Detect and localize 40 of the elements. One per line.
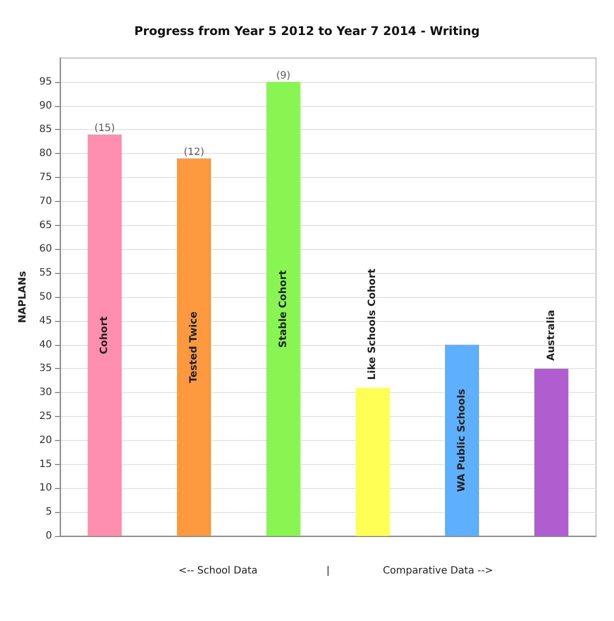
y-tick-label: 10 <box>39 482 52 494</box>
x-tick-label: WA Public Schools <box>456 388 468 492</box>
text: | <box>326 566 330 576</box>
bar <box>534 368 568 536</box>
y-tick-label: 0 <box>46 530 52 542</box>
text: Comparative Data --> <box>382 566 494 576</box>
y-tick-label: 45 <box>39 315 52 326</box>
y-axis-title: NAPLANs <box>18 271 28 323</box>
y-tick-label: 60 <box>39 244 52 255</box>
text: <-- School Data <box>178 566 258 576</box>
annotation: (15) <box>94 122 116 134</box>
x-tick-label: Australia <box>546 310 557 361</box>
y-tick-label: 20 <box>39 434 52 446</box>
y-tick-label: 55 <box>39 268 52 279</box>
y-tick-label: 50 <box>39 292 52 302</box>
chart-title: Progress from Year 5 2012 to Year 7 2014 - Writing <box>134 24 480 38</box>
y-tick-label: 95 <box>39 76 52 88</box>
y-tick-label: 25 <box>39 411 52 422</box>
y-tick-label: 15 <box>39 458 52 470</box>
bar <box>88 134 122 536</box>
y-tick-label: 35 <box>39 363 52 374</box>
y-tick-label: 75 <box>39 172 52 183</box>
y-tick-label: 70 <box>39 196 52 207</box>
y-tick-label: 80 <box>39 148 52 160</box>
y-tick-label: 5 <box>46 506 52 518</box>
annotation: (12) <box>184 146 204 158</box>
bar <box>177 158 211 536</box>
y-tick-label: 30 <box>39 387 52 398</box>
y-tick-label: 90 <box>39 100 52 112</box>
y-tick-label: 85 <box>39 124 52 136</box>
bar <box>266 82 300 536</box>
y-tick-label: 65 <box>39 220 52 231</box>
x-tick-label: Stable Cohort <box>278 270 289 348</box>
annotation: (9) <box>276 70 291 82</box>
x-tick-label: Tested Twice <box>188 311 200 383</box>
y-tick-label: 40 <box>39 339 52 350</box>
x-tick-label: Cohort <box>99 316 110 354</box>
x-tick-label: Like Schools Cohort <box>367 268 378 380</box>
bar <box>445 344 479 536</box>
bar <box>356 388 390 536</box>
